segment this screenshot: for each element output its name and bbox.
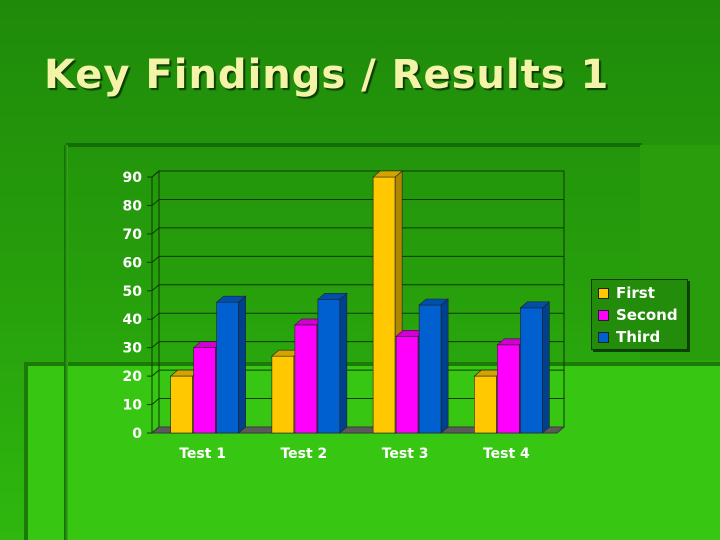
- bar-front: [497, 344, 520, 434]
- x-category-label: Test 2: [280, 446, 327, 462]
- y-tick-label: 20: [123, 369, 143, 385]
- bar-side: [440, 298, 449, 434]
- bar: [317, 292, 348, 434]
- bar: [418, 298, 449, 434]
- y-tick-label: 50: [123, 284, 143, 300]
- bar-side: [542, 301, 550, 434]
- chart-axes: [147, 176, 566, 434]
- x-category-label: Test 1: [179, 446, 226, 462]
- y-tick-label: 60: [123, 255, 143, 271]
- y-tick-label: 30: [123, 341, 143, 357]
- bar-front: [395, 335, 419, 434]
- legend-label-first: First: [616, 284, 655, 302]
- legend-swatch-third: [598, 331, 609, 343]
- legend-item-first: First: [598, 283, 655, 303]
- bar-top: [372, 170, 403, 178]
- y-tick-label: 70: [123, 227, 143, 243]
- gridline: [151, 312, 564, 320]
- chart-legend: First Second Third: [591, 279, 688, 350]
- decorative-bar-left: [64, 145, 68, 540]
- bar-front: [193, 347, 216, 434]
- bar-front: [372, 176, 396, 434]
- bar-front: [170, 375, 193, 434]
- bar-top: [519, 301, 551, 309]
- y-tick-label: 0: [132, 426, 142, 442]
- legend-item-second: Second: [598, 305, 678, 325]
- legend-swatch-second: [598, 309, 609, 321]
- y-tick-label: 80: [123, 198, 143, 214]
- legend-swatch-first: [598, 287, 609, 299]
- bar-side: [238, 295, 246, 434]
- gridline: [151, 255, 564, 263]
- legend-label-second: Second: [616, 306, 678, 324]
- bar-front: [271, 355, 295, 434]
- plot-side-wall: [151, 169, 160, 435]
- y-tick-label: 90: [123, 170, 143, 186]
- bar-front: [294, 324, 318, 434]
- bar: [519, 301, 551, 434]
- decorative-panel-lower-edge: [24, 362, 720, 366]
- bar-front: [474, 375, 497, 434]
- legend-item-third: Third: [598, 327, 660, 347]
- chart-bars: [169, 170, 551, 434]
- bar: [215, 295, 247, 434]
- bar-side: [339, 292, 348, 434]
- gridline: [151, 170, 564, 178]
- chart-labels: 0 10 20 30 40 50 60 70 80 90 Test 1 Test 2 Test 3 Tes…: [123, 170, 531, 462]
- legend-label-third: Third: [616, 328, 661, 346]
- y-tick-label: 40: [123, 312, 143, 328]
- decorative-bar-top: [66, 143, 642, 147]
- decorative-panel-lower-left-edge: [24, 362, 28, 540]
- bar-front: [216, 301, 239, 434]
- gridline: [151, 227, 564, 235]
- y-tick-label: 10: [123, 398, 143, 414]
- bar-front: [418, 304, 442, 434]
- bar-front: [520, 307, 543, 434]
- bar-front: [317, 299, 341, 434]
- x-category-label: Test 3: [382, 446, 429, 462]
- gridline: [151, 198, 564, 206]
- bar-top: [418, 298, 449, 306]
- decorative-panel-lower: [24, 362, 720, 540]
- slide-title: Key Findings / Results 1: [44, 52, 610, 98]
- bar-top: [215, 295, 247, 303]
- x-category-label: Test 4: [483, 446, 530, 462]
- gridline: [151, 284, 564, 292]
- bar-top: [317, 293, 348, 300]
